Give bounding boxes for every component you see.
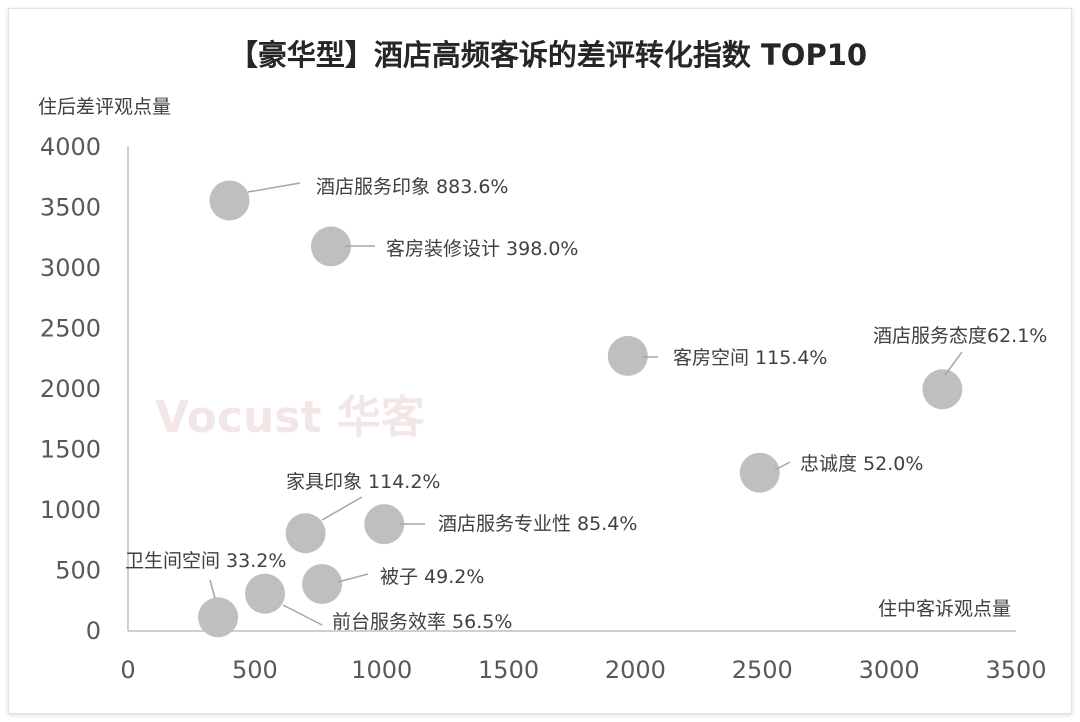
leader-line [337,573,369,583]
data-point [209,180,250,221]
x-tick-label: 3500 [985,656,1046,684]
y-tick-label: 0 [86,617,101,645]
leader-line [944,351,963,376]
y-tick-label: 3500 [40,194,101,222]
leader-line [774,461,791,471]
chart-card [8,8,1072,714]
leader-line [321,496,363,521]
x-tick-label: 1000 [351,656,412,684]
watermark: Vocust 华客 [155,392,425,443]
leader-line [209,579,216,599]
data-label: 酒店服务印象 883.6% [316,176,509,198]
data-label: 卫生间空间 33.2% [125,550,286,572]
data-point [285,513,326,554]
data-label: 客房空间 115.4% [673,347,828,369]
data-point [364,504,405,545]
x-tick-label: 0 [120,656,135,684]
data-point [198,597,239,638]
data-label: 酒店服务专业性 85.4% [438,513,637,535]
y-tick-label: 3000 [40,254,101,282]
data-label: 客房装修设计 398.0% [386,238,579,260]
data-point [302,564,343,605]
data-label: 忠诚度 52.0% [800,453,923,475]
y-tick-label: 2500 [40,315,101,343]
data-label: 酒店服务态度62.1% [873,325,1047,347]
y-tick-label: 500 [55,557,101,585]
data-point [739,452,780,493]
x-axis-label: 住中客诉观点量 [878,598,1011,620]
chart-title: 【豪华型】酒店高频客诉的差评转化指数 TOP10 [229,38,867,72]
data-label: 前台服务效率 56.5% [332,611,512,633]
data-label: 家具印象 114.2% [286,471,441,493]
leader-line [247,182,301,193]
x-tick-label: 500 [232,656,278,684]
y-tick-label: 2000 [40,375,101,403]
data-point [922,369,963,410]
x-tick-label: 3000 [859,656,920,684]
y-tick-label: 4000 [40,133,101,161]
data-point [310,226,351,267]
y-tick-label: 1500 [40,436,101,464]
leader-line [282,604,323,626]
data-label: 被子 49.2% [380,566,484,588]
x-tick-label: 2000 [605,656,666,684]
y-tick-label: 1000 [40,496,101,524]
x-tick-label: 1500 [478,656,539,684]
y-axis-label: 住后差评观点量 [38,96,171,118]
x-tick-label: 2500 [732,656,793,684]
data-point [607,335,648,376]
data-point [245,573,286,614]
